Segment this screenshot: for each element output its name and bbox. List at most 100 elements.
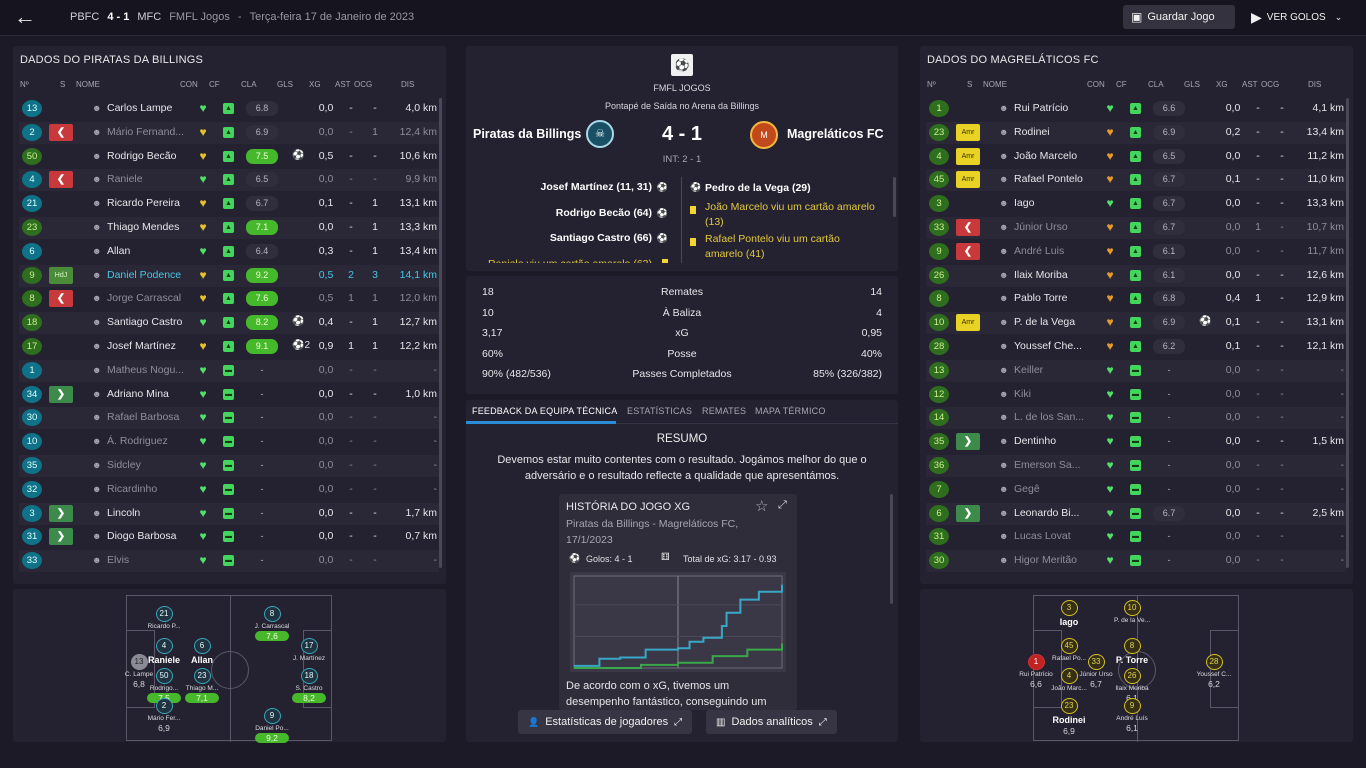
player-name[interactable]: Rafael Pontelo — [1014, 173, 1083, 186]
player-name[interactable]: Adriano Mina — [107, 387, 169, 400]
player-name[interactable]: Ricardo Pereira — [107, 197, 180, 210]
player-row[interactable]: 50 ☻ Rodrigo Becão ♥ ▲ 7.5 ⚽ 0,5 - - 10,6 km — [19, 146, 439, 168]
header-xg[interactable]: XG — [309, 80, 321, 89]
player-name[interactable]: Allan — [107, 244, 131, 257]
player-row[interactable]: 30 ☻ Rafael Barbosa ♥ ▬ - 0,0 - - - — [19, 407, 439, 430]
save-game-button[interactable]: ▣ Guardar Jogo — [1123, 5, 1235, 29]
player-row[interactable]: 4 ❮ ☻ Raniele ♥ ▲ 6.5 0,0 - - 9,9 km — [19, 169, 439, 192]
player-name[interactable]: Sidcley — [107, 459, 141, 471]
formation-player[interactable]: 8 P. Torre — [1105, 638, 1159, 666]
header-name[interactable]: NOME — [983, 80, 1007, 89]
player-row[interactable]: 31 ☻ Lucas Lovat ♥ ▬ - 0,0 - - - — [926, 526, 1346, 548]
player-row[interactable]: 35 ❯ ☻ Dentinho ♥ ▬ - 0,0 - - 1,5 km — [926, 431, 1346, 453]
player-name[interactable]: Elvis — [107, 554, 130, 567]
formation-player[interactable]: 9 André Luís 6,1 — [1105, 698, 1159, 733]
player-name[interactable]: P. de la Vega — [1014, 316, 1076, 329]
header-ast[interactable]: AST — [335, 80, 351, 89]
tab-staff-feedback[interactable]: FEEDBACK DA EQUIPA TÉCNICA — [472, 406, 618, 416]
player-name[interactable]: Dentinho — [1014, 435, 1057, 448]
formation-player[interactable]: 6 Allan — [175, 638, 229, 666]
player-name[interactable]: Youssef Che... — [1014, 340, 1082, 352]
player-row[interactable]: 8 ☻ Pablo Torre ♥ ▲ 6.8 0,4 1 - 12,9 km — [926, 288, 1346, 310]
player-row[interactable]: 7 ☻ Gegê ♥ ▬ - 0,0 - - - — [926, 479, 1346, 501]
player-row[interactable]: 26 ☻ Ilaix Moriba ♥ ▲ 6.1 0,0 - - 12,6 km — [926, 264, 1346, 287]
player-stats-button[interactable]: 👤 Estatísticas de jogadores ⤢ — [518, 710, 693, 734]
player-name[interactable]: Lincoln — [107, 506, 141, 519]
player-row[interactable]: 36 ☻ Emerson Sa... ♥ ▬ - 0,0 - - - — [926, 455, 1346, 477]
player-row[interactable]: 12 ☻ Kiki ♥ ▬ - 0,0 - - - — [926, 384, 1346, 406]
tab-heat-map[interactable]: MAPA TÉRMICO — [755, 406, 826, 416]
player-row[interactable]: 21 ☻ Ricardo Pereira ♥ ▲ 6.7 0,1 - 1 13,1 km — [19, 193, 439, 215]
header-cf[interactable]: CF — [209, 80, 220, 89]
player-name[interactable]: Rodrigo Becão — [107, 149, 177, 162]
player-name[interactable]: Lucas Lovat — [1014, 530, 1071, 543]
player-row[interactable]: 23 Amr ☻ Rodinei ♥ ▲ 6.9 0,2 - - 13,4 km — [926, 121, 1346, 144]
table-scrollbar[interactable] — [439, 98, 442, 568]
player-row[interactable]: 35 ☻ Sidcley ♥ ▬ - 0,0 - - - — [19, 455, 439, 477]
player-row[interactable]: 32 ☻ Ricardinho ♥ ▬ - 0,0 - - - — [19, 479, 439, 501]
star-icon[interactable]: ☆ — [755, 498, 769, 515]
formation-player[interactable]: 3 Iago — [1042, 600, 1096, 628]
tab-shots[interactable]: REMATES — [702, 406, 747, 416]
header-name[interactable]: NOME — [76, 80, 100, 89]
formation-player[interactable]: 4 João Marc... — [1042, 668, 1096, 693]
formation-player[interactable]: 23 Thiago M... 7,1 — [175, 668, 229, 703]
formation-player[interactable]: 28 Youssef C... 6,2 — [1187, 654, 1241, 689]
player-name[interactable]: Thiago Mendes — [107, 221, 180, 233]
formation-player[interactable]: 17 J. Martínez — [282, 638, 336, 663]
player-name[interactable]: Higor Meritão — [1014, 554, 1078, 567]
formation-player[interactable]: 21 Ricardo P... — [137, 606, 191, 631]
formation-player[interactable]: 8 J. Carrascal 7,6 — [245, 606, 299, 641]
header-xg[interactable]: XG — [1216, 80, 1228, 89]
player-row[interactable]: 2 ❮ ☻ Mário Fernand... ♥ ▲ 6.9 0,0 - 1 12,4 km — [19, 121, 439, 144]
events-scrollbar[interactable] — [893, 177, 896, 217]
expand-icon[interactable]: ⤢ — [778, 499, 787, 511]
player-name[interactable]: Ilaix Moriba — [1014, 268, 1068, 281]
player-row[interactable]: 18 ☻ Santiago Castro ♥ ▲ 8.2 ⚽ 0,4 - 1 12,7 km — [19, 312, 439, 335]
player-row[interactable]: 33 ❮ ☻ Júnior Urso ♥ ▲ 6.7 0,0 1 - 10,7 km — [926, 217, 1346, 239]
player-name[interactable]: Rafael Barbosa — [107, 411, 180, 424]
formation-player[interactable]: 13 C. Lampe 6,8 — [112, 654, 166, 689]
player-name[interactable]: Raniele — [107, 173, 143, 186]
player-name[interactable]: Mário Fernand... — [107, 125, 185, 138]
player-row[interactable]: 8 ❮ ☻ Jorge Carrascal ♥ ▲ 7.6 0,5 1 1 12,0 km — [19, 288, 439, 310]
formation-player[interactable]: 9 Daniel Po... 9,2 — [245, 708, 299, 743]
player-row[interactable]: 3 ☻ Iago ♥ ▲ 6.7 0,0 - - 13,3 km — [926, 193, 1346, 215]
player-row[interactable]: 9 ❮ ☻ André Luis ♥ ▲ 6.1 0,0 - - 11,7 km — [926, 241, 1346, 263]
header-ocg[interactable]: OCG — [354, 80, 373, 89]
player-row[interactable]: 6 ❯ ☻ Leonardo Bi... ♥ ▬ 6.7 0,0 - - 2,5 km — [926, 502, 1346, 525]
player-name[interactable]: Diogo Barbosa — [107, 530, 177, 543]
player-row[interactable]: 14 ☻ L. de los San... ♥ ▬ - 0,0 - - - — [926, 407, 1346, 430]
player-row[interactable]: 4 Amr ☻ João Marcelo ♥ ▲ 6.5 0,0 - - 11,2 km — [926, 146, 1346, 168]
player-row[interactable]: 1 ☻ Rui Patrício ♥ ▲ 6.6 0,0 - - 4,1 km — [926, 98, 1346, 120]
player-row[interactable]: 13 ☻ Carlos Lampe ♥ ▲ 6.8 0,0 - - 4,0 km — [19, 98, 439, 120]
player-row[interactable]: 28 ☻ Youssef Che... ♥ ▲ 6.2 0,1 - - 12,1 km — [926, 336, 1346, 358]
competition-name[interactable]: FMFL Jogos — [169, 11, 230, 23]
header-dis[interactable]: DIS — [1308, 80, 1322, 89]
player-row[interactable]: 17 ☻ Josef Martínez ♥ ▲ 9.1 ⚽2 0,9 1 1 12,2 km — [19, 336, 439, 358]
player-name[interactable]: L. de los San... — [1014, 411, 1085, 424]
player-name[interactable]: Á. Rodriguez — [107, 435, 168, 448]
player-name[interactable]: Kiki — [1014, 387, 1031, 400]
header-gls[interactable]: GLS — [277, 80, 294, 89]
view-goals-button[interactable]: ▶ VER GOLOS ⌄ — [1243, 5, 1357, 29]
header-gls[interactable]: GLS — [1184, 80, 1201, 89]
player-name[interactable]: Iago — [1014, 197, 1035, 210]
player-name[interactable]: Santiago Castro — [107, 316, 183, 329]
player-row[interactable]: 6 ☻ Allan ♥ ▲ 6.4 0,3 - 1 13,4 km — [19, 241, 439, 263]
header-cf[interactable]: CF — [1116, 80, 1127, 89]
player-row[interactable]: 1 ☻ Matheus Nogu... ♥ ▬ - 0,0 - - - — [19, 359, 439, 382]
formation-player[interactable]: 33 Júnior Urso 6,7 — [1069, 654, 1123, 689]
formation-player[interactable]: 1 Rui Patrício 6,6 — [1009, 654, 1063, 689]
player-name[interactable]: Carlos Lampe — [107, 102, 173, 114]
player-row[interactable]: 3 ❯ ☻ Lincoln ♥ ▬ - 0,0 - - 1,7 km — [19, 502, 439, 525]
header-con[interactable]: CON — [180, 80, 198, 89]
player-row[interactable]: 31 ❯ ☻ Diogo Barbosa ♥ ▬ - 0,0 - - 0,7 km — [19, 526, 439, 548]
player-row[interactable]: 9 HdJ ☻ Daniel Podence ♥ ▲ 9.2 0,5 2 3 14,1 km — [19, 264, 439, 287]
player-row[interactable]: 33 ☻ Elvis ♥ ▬ - 0,0 - - - — [19, 550, 439, 573]
formation-player[interactable]: 18 S. Castro 8,2 — [282, 668, 336, 703]
away-team-name[interactable]: Magreláticos FC — [787, 127, 884, 141]
header-s[interactable]: S — [967, 80, 973, 89]
away-team-abbr[interactable]: MFC — [137, 11, 162, 23]
home-team-abbr[interactable]: PBFC — [70, 11, 100, 23]
